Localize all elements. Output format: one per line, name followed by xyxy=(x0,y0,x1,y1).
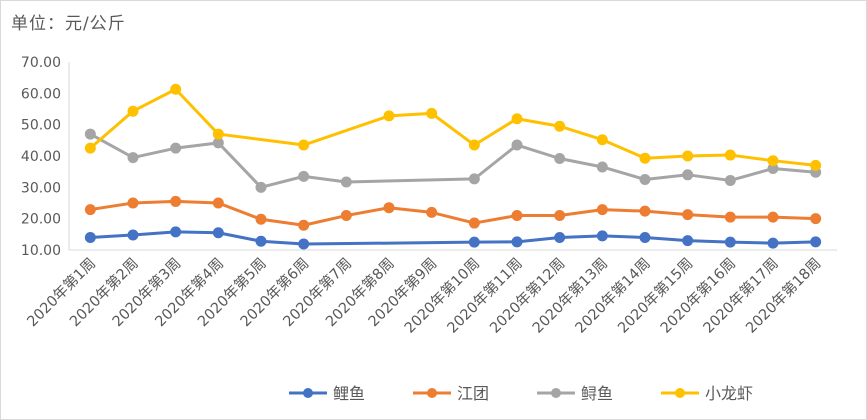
data-point xyxy=(639,231,651,243)
data-point xyxy=(298,170,310,182)
data-point xyxy=(255,213,267,225)
data-point xyxy=(468,217,480,229)
x-tick-label: 2020年第11周 xyxy=(443,254,526,337)
data-point xyxy=(298,139,310,151)
data-point xyxy=(468,139,480,151)
legend-label: 小龙虾 xyxy=(705,384,753,403)
data-point xyxy=(468,173,480,185)
data-point xyxy=(212,227,224,239)
data-point xyxy=(170,226,182,238)
data-point xyxy=(340,176,352,188)
x-tick-label: 2020年第17周 xyxy=(699,254,782,337)
data-point xyxy=(639,174,651,185)
data-point xyxy=(511,113,523,125)
data-point xyxy=(810,236,822,248)
data-point xyxy=(170,195,182,207)
data-point xyxy=(682,150,694,162)
legend-swatch-marker xyxy=(427,388,437,398)
legend-label: 江团 xyxy=(457,384,489,403)
data-point xyxy=(767,155,779,167)
series-line-3 xyxy=(88,132,818,189)
data-point xyxy=(596,230,608,242)
data-point xyxy=(170,83,182,95)
data-point xyxy=(84,204,96,216)
x-tick-label: 2020年第10周 xyxy=(401,254,484,337)
y-tick-label: 50.00 xyxy=(21,118,61,134)
data-point xyxy=(682,209,694,221)
y-tick-label: 40.00 xyxy=(21,149,61,165)
data-point xyxy=(596,161,608,173)
data-point xyxy=(255,235,267,247)
data-point xyxy=(212,128,224,140)
data-point xyxy=(298,219,310,231)
data-point xyxy=(596,134,608,146)
data-point xyxy=(724,174,736,186)
data-point xyxy=(383,202,395,214)
data-point xyxy=(639,205,651,217)
data-point xyxy=(127,152,139,164)
data-point xyxy=(810,159,822,171)
y-tick-label: 30.00 xyxy=(21,180,61,196)
series-line-1 xyxy=(88,230,818,246)
data-point xyxy=(170,142,182,154)
data-point xyxy=(340,210,352,222)
x-tick-label: 2020年第16周 xyxy=(657,254,740,337)
data-point xyxy=(468,236,480,248)
data-point xyxy=(84,128,96,140)
data-point xyxy=(127,105,139,117)
data-point xyxy=(426,107,438,119)
x-tick-label: 2020年第12周 xyxy=(486,254,569,337)
data-point xyxy=(554,210,566,222)
data-point xyxy=(511,236,523,248)
data-point xyxy=(127,229,139,241)
data-point xyxy=(511,210,523,222)
legend-label: 鲟鱼 xyxy=(581,384,613,403)
data-point xyxy=(724,149,736,161)
data-point xyxy=(554,231,566,243)
legend-label: 鲤鱼 xyxy=(333,384,365,403)
data-point xyxy=(767,237,779,249)
x-tick-label: 2020年第14周 xyxy=(571,254,654,337)
data-point xyxy=(554,153,566,165)
data-point xyxy=(639,152,651,164)
data-point xyxy=(84,142,96,154)
data-point xyxy=(426,206,438,218)
x-tick-label: 2020年第15周 xyxy=(614,254,697,337)
data-point xyxy=(682,169,694,181)
legend-swatch-marker xyxy=(551,388,561,398)
legend-swatch-marker xyxy=(303,388,313,398)
data-point xyxy=(298,238,310,250)
data-point xyxy=(724,236,736,248)
data-point xyxy=(554,120,566,132)
data-point xyxy=(810,213,822,225)
data-point xyxy=(212,197,224,209)
x-tick-label: 2020年第18周 xyxy=(742,254,825,337)
data-point xyxy=(682,235,694,247)
series-line-4 xyxy=(88,87,818,167)
data-point xyxy=(767,211,779,223)
legend-swatch-marker xyxy=(675,388,685,398)
y-tick-label: 10.00 xyxy=(21,243,61,259)
x-tick-label: 2020年第13周 xyxy=(529,254,612,337)
y-tick-label: 70.00 xyxy=(21,55,61,71)
series-line-2 xyxy=(88,199,818,227)
data-point xyxy=(84,231,96,243)
data-point xyxy=(383,110,395,122)
data-point xyxy=(127,197,139,209)
data-point xyxy=(511,139,523,151)
data-point xyxy=(724,211,736,223)
y-tick-label: 20.00 xyxy=(21,212,61,228)
data-point xyxy=(255,181,267,193)
data-point xyxy=(596,204,608,216)
y-tick-label: 60.00 xyxy=(21,86,61,102)
unit-label: 单位：元/公斤 xyxy=(11,14,126,34)
